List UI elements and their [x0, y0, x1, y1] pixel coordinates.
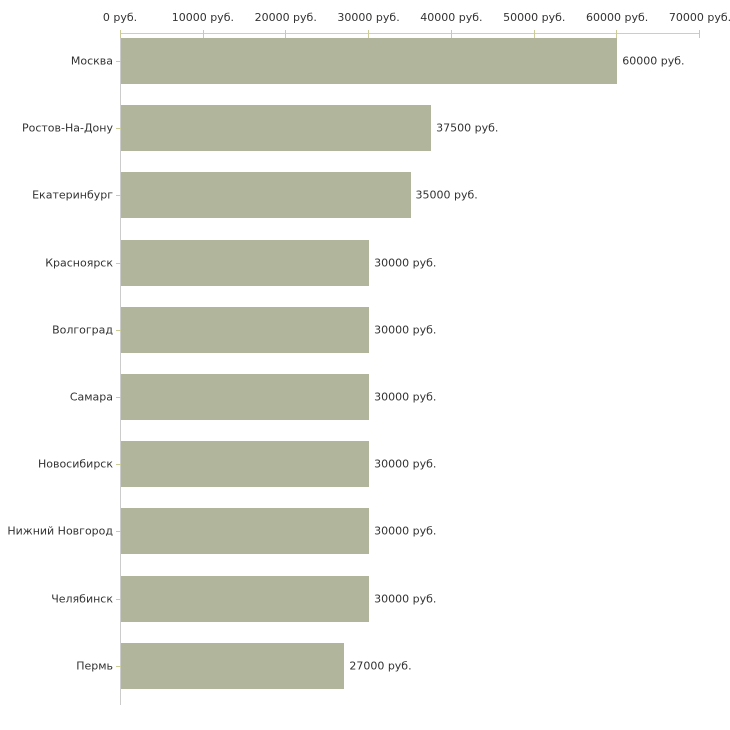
bar [121, 172, 411, 219]
bar-row: Челябинск 30000 руб. [51, 575, 700, 622]
bar [121, 105, 432, 152]
value-label: 37500 руб. [436, 121, 499, 135]
bar-row: Екатеринбург 35000 руб. [32, 172, 700, 219]
x-axis-tick-label: 20000 руб. [254, 11, 317, 24]
category-tick-mark-icon [116, 464, 121, 466]
value-label: 30000 руб. [374, 524, 437, 538]
category-label: Москва [70, 54, 113, 68]
bar [121, 642, 345, 689]
value-label: 30000 руб. [374, 256, 437, 270]
bar [121, 441, 370, 488]
x-axis-tick-mark-icon [533, 30, 535, 38]
x-axis-tick-mark-icon [285, 30, 287, 38]
category-tick-mark-icon [116, 531, 121, 533]
value-label: 30000 руб. [374, 323, 437, 337]
bar [121, 508, 370, 555]
category-tick-mark-icon [116, 329, 121, 331]
value-label: 30000 руб. [374, 457, 437, 471]
value-label: 30000 руб. [374, 592, 437, 606]
category-label: Волгоград [52, 323, 113, 337]
x-axis-tick-label: 10000 руб. [171, 11, 234, 24]
category-label: Екатеринбург [32, 188, 113, 202]
category-tick-mark-icon [116, 262, 121, 264]
bar-row: Нижний Новгород 30000 руб. [7, 508, 700, 555]
value-label: 30000 руб. [374, 390, 437, 404]
bar-row: Волгоград 30000 руб. [52, 306, 700, 353]
category-tick-mark-icon [116, 128, 121, 130]
bar-row: Ростов-На-Дону 37500 руб. [22, 105, 700, 152]
bar-row: Самара 30000 руб. [70, 374, 700, 420]
bar [121, 38, 618, 84]
value-label: 27000 руб. [349, 659, 412, 673]
bar-row: Красноярск 30000 руб. [45, 239, 700, 286]
x-axis-tick-mark-icon [202, 30, 204, 38]
x-axis-tick-mark-icon [450, 30, 452, 38]
category-tick-mark-icon [116, 195, 121, 197]
category-label: Новосибирск [37, 457, 113, 471]
category-tick-mark-icon [116, 665, 121, 667]
bar [121, 575, 370, 622]
x-axis: 0 руб. 10000 руб. 20000 руб. 30000 руб. 4000… [103, 0, 730, 33]
plot-area: Москва 60000 руб. Ростов-На-Дону 37500 р… [7, 30, 700, 705]
value-label: 35000 руб. [415, 188, 478, 202]
x-axis-tick-label: 30000 руб. [337, 11, 400, 24]
bar [121, 374, 370, 420]
bar [121, 239, 370, 286]
category-label: Пермь [76, 659, 113, 673]
category-tick-mark-icon [116, 397, 121, 398]
category-tick-mark-icon [116, 61, 121, 62]
category-label: Красноярск [45, 256, 113, 270]
x-axis-tick-mark-icon [699, 30, 700, 38]
bar-row: Пермь 27000 руб. [76, 642, 700, 689]
bar [121, 306, 370, 353]
x-axis-tick-mark-icon [120, 30, 121, 38]
x-axis-tick-label: 40000 руб. [420, 11, 483, 24]
category-label: Челябинск [51, 592, 113, 606]
x-axis-tick-label: 50000 руб. [503, 11, 566, 24]
bar-row: Новосибирск 30000 руб. [38, 441, 700, 488]
bar-row: Москва 60000 руб. [71, 38, 700, 84]
x-axis-tick-mark-icon [368, 30, 370, 38]
x-axis-tick-label: 70000 руб. [668, 11, 730, 24]
category-label: Ростов-На-Дону [21, 121, 113, 135]
value-label: 60000 руб. [622, 54, 685, 68]
category-label: Самара [69, 390, 113, 404]
category-label: Нижний Новгород [7, 524, 113, 538]
x-axis-tick-mark-icon [616, 30, 618, 38]
x-axis-tick-label: 60000 руб. [586, 11, 649, 24]
x-axis-tick-label: 0 руб. [102, 11, 138, 24]
category-tick-mark-icon [116, 598, 121, 600]
